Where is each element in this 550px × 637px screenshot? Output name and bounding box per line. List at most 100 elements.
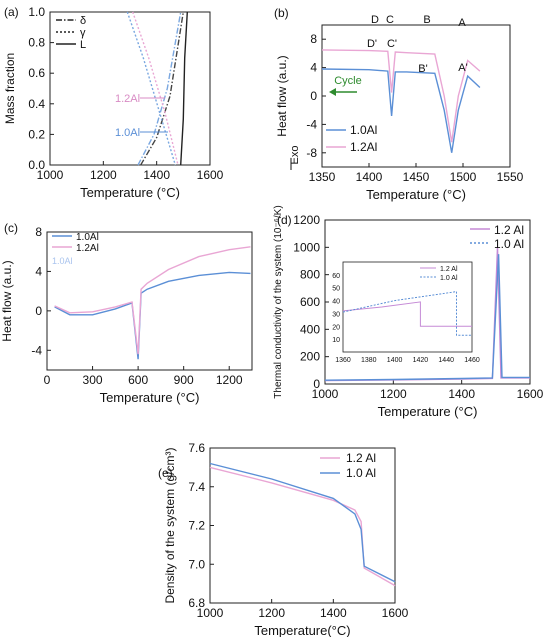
inset-x-tick-label: 1360 [335, 357, 351, 364]
inset-x-tick-label: 1400 [387, 357, 403, 364]
y-tick-label: 0.4 [28, 97, 45, 111]
legend-entry: L [80, 39, 86, 51]
point-label: D [371, 14, 379, 26]
x-tick-label: 1350 [309, 170, 336, 184]
y-tick-label: 0.8 [28, 36, 45, 50]
y-tick-label: -8 [306, 146, 317, 160]
series-line [209, 466, 396, 587]
inset-y-tick-label: 10 [332, 337, 340, 344]
series-line [140, 11, 184, 166]
y-tick-label: 6.8 [188, 596, 205, 610]
y-tick-label: 0.0 [28, 158, 45, 172]
cycle-arrowhead [329, 88, 336, 96]
y-tick-label: 600 [300, 295, 320, 309]
y-tick-label: 800 [300, 268, 320, 282]
annotation: 1.0Al [115, 127, 140, 139]
y-tick-label: 1000 [293, 240, 320, 254]
x-tick-label: 1500 [450, 170, 477, 184]
legend-entry: 1.2 Al [346, 451, 376, 465]
inset-y-tick-label: 50 [332, 286, 340, 293]
inset-x-tick-label: 1420 [413, 357, 429, 364]
x-tick-label: 1600 [517, 387, 544, 401]
legend-entry: 1.0Al [350, 123, 377, 137]
x-tick-label: 1600 [197, 168, 224, 182]
series-line [321, 49, 481, 143]
inset-x-tick-label: 1460 [464, 357, 480, 364]
y-axis-label: Density of the system (g/cm³) [163, 447, 177, 603]
inset-y-tick-label: 30 [332, 311, 340, 318]
legend-entry: 1.0 Al [346, 466, 376, 480]
inset-y-tick-label: 60 [332, 273, 340, 280]
point-label: D' [367, 38, 377, 50]
series-line [54, 246, 251, 355]
y-tick-label: 0 [35, 304, 42, 318]
x-tick-label: 1400 [448, 387, 475, 401]
panel-label: (b) [274, 6, 289, 20]
x-tick-label: 1550 [497, 170, 524, 184]
panel-1: (b) 1350 1400 1450 1500 1550 -8 -4 0 4 8 Temperatur… [274, 6, 524, 202]
x-axis-label: Temperature (°C) [100, 390, 200, 405]
y-tick-label: 4 [310, 61, 317, 75]
y-tick-label: 0.2 [28, 127, 45, 141]
exo-label: Exo [289, 146, 301, 165]
y-tick-label: 7.2 [188, 519, 205, 533]
inset: 1360 1380 1400 1420 1440 1460 10 20 30 40 50 60 1.2 … [332, 261, 480, 364]
y-tick-label: 1.0 [28, 5, 45, 19]
x-tick-label: 300 [83, 373, 103, 387]
x-tick-label: 1000 [312, 387, 339, 401]
x-axis-label: Temperature (°C) [80, 185, 180, 200]
panel-4: (e) 1000 1200 1400 1600 6.8 7.0 7.2 7.4 7.6 Temper… [158, 441, 409, 637]
y-tick-label: 0 [310, 89, 317, 103]
y-axis-label: Heat flow (a.u.) [275, 55, 289, 136]
inset-x-tick-label: 1440 [438, 357, 454, 364]
inset-series-line [342, 291, 472, 336]
y-axis-label: Thermal conductivity of the system (10⁻⁶… [273, 205, 284, 398]
panel-label: (d) [277, 213, 292, 227]
inset-y-tick-label: 40 [332, 299, 340, 306]
y-tick-label: 0.6 [28, 66, 45, 80]
point-label: C' [387, 38, 397, 50]
legend-entry: 1.0 Al [494, 237, 524, 251]
x-tick-label: 0 [44, 373, 51, 387]
legend-entry: 1.2Al [350, 140, 377, 154]
y-tick-label: 7.6 [188, 441, 205, 455]
series-line [180, 11, 188, 166]
y-tick-label: 4 [35, 264, 42, 278]
x-tick-label: 900 [174, 373, 194, 387]
x-tick-label: 1200 [216, 373, 243, 387]
series-line [324, 254, 530, 381]
x-axis-label: Temperature(°C) [254, 623, 350, 637]
point-label: A' [458, 62, 467, 74]
y-tick-label: -4 [306, 117, 317, 131]
y-tick-label: 8 [310, 32, 317, 46]
y-tick-label: 7.4 [188, 480, 205, 494]
inset-legend-entry: 1.0 Al [440, 275, 458, 282]
x-tick-label: 1400 [143, 168, 170, 182]
y-tick-label: 7.0 [188, 557, 205, 571]
y-axis-label: Heat flow (a.u.) [0, 260, 14, 341]
panel-label: (a) [4, 5, 19, 19]
annotation: 1.2Al [115, 93, 140, 105]
x-axis-label: Temperature (°C) [366, 187, 466, 202]
y-axis-label: Mass fraction [3, 53, 17, 124]
panel-label: (e) [158, 466, 173, 480]
series-line [321, 68, 481, 153]
point-label: C [386, 14, 394, 26]
inset-y-tick-label: 20 [332, 324, 340, 331]
inset-x-tick-label: 1380 [361, 357, 377, 364]
legend-entry: 1.2Al [76, 243, 99, 254]
x-tick-label: 1200 [90, 168, 117, 182]
y-tick-label: 200 [300, 350, 320, 364]
x-tick-label: 1400 [320, 606, 347, 620]
panel-label: (c) [4, 221, 18, 235]
plot-frame [49, 11, 211, 166]
x-tick-label: 1000 [197, 606, 224, 620]
point-label: B [423, 14, 430, 26]
x-tick-label: 1400 [356, 170, 383, 184]
panel-3: (d)1000 1200 1400 1600020040060080010001200… [273, 205, 544, 419]
panel-0: (a) 1000 1200 1400 1600 0.0 0.2 0.4 0.6 0.8 1.0 Tem… [3, 5, 224, 200]
y-tick-label: 1200 [293, 213, 320, 227]
series-line [209, 462, 396, 583]
y-tick-label: 8 [35, 225, 42, 239]
panel-2: (c) 0 300 600 900 1200 -4 0 4 8 Temperature (°C) He… [0, 221, 253, 405]
